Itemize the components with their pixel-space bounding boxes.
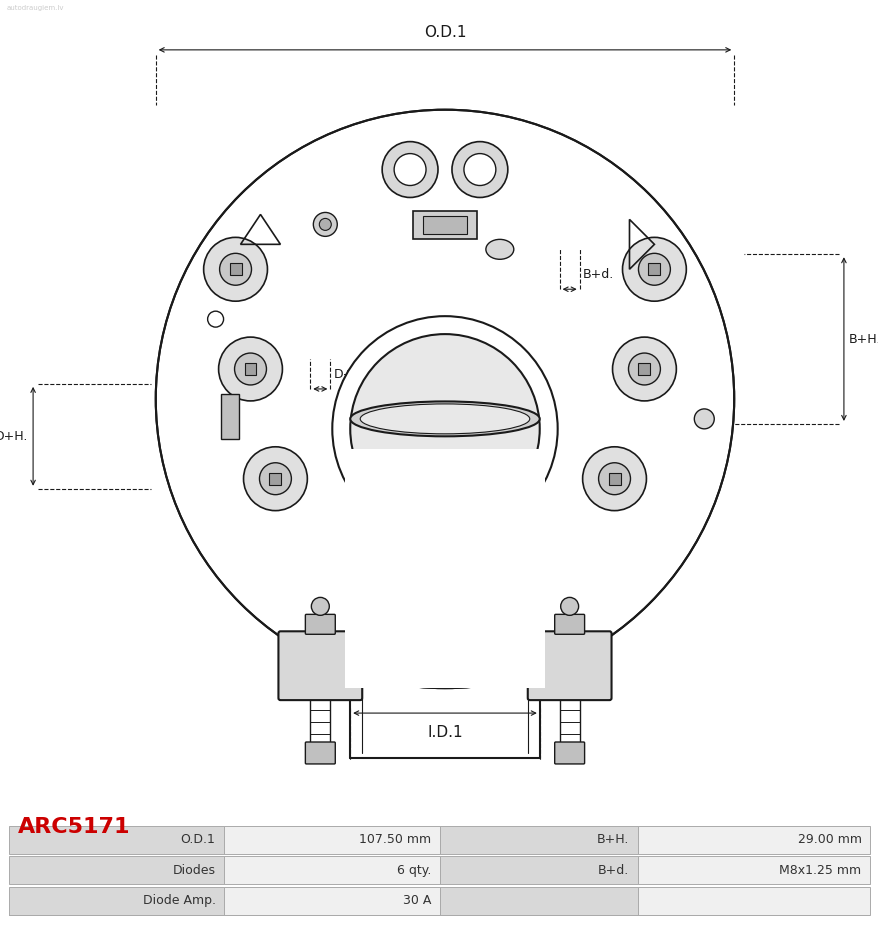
Bar xyxy=(229,263,241,275)
Circle shape xyxy=(560,598,578,616)
Circle shape xyxy=(598,462,630,494)
Circle shape xyxy=(243,446,307,510)
FancyBboxPatch shape xyxy=(554,615,584,634)
Text: B+d.: B+d. xyxy=(582,268,613,281)
Text: 30 A: 30 A xyxy=(402,894,430,907)
Bar xyxy=(220,394,238,439)
Bar xyxy=(9,825,224,854)
Bar xyxy=(422,216,466,234)
Bar xyxy=(637,825,869,854)
Circle shape xyxy=(451,142,507,197)
Circle shape xyxy=(694,409,714,429)
Circle shape xyxy=(612,337,675,401)
Bar xyxy=(637,363,650,375)
FancyBboxPatch shape xyxy=(278,632,362,700)
Text: O.D.1: O.D.1 xyxy=(423,24,465,39)
Text: B+H.: B+H. xyxy=(596,833,629,846)
Bar xyxy=(224,856,439,885)
Ellipse shape xyxy=(349,401,539,436)
Circle shape xyxy=(219,337,282,401)
Circle shape xyxy=(155,110,733,688)
Bar xyxy=(224,886,439,915)
Bar xyxy=(439,825,637,854)
Circle shape xyxy=(319,218,331,230)
Text: O.D.1: O.D.1 xyxy=(181,833,215,846)
Bar xyxy=(9,856,224,885)
Text: D+d.: D+d. xyxy=(333,368,365,381)
FancyBboxPatch shape xyxy=(527,632,611,700)
Text: Diodes: Diodes xyxy=(172,864,215,877)
Text: autodraugiem.lv: autodraugiem.lv xyxy=(6,5,63,11)
Circle shape xyxy=(313,212,337,236)
Circle shape xyxy=(637,253,670,285)
Bar xyxy=(608,473,620,485)
Text: 107.50 mm: 107.50 mm xyxy=(358,833,430,846)
PathPatch shape xyxy=(345,448,544,688)
Bar xyxy=(648,263,659,275)
Bar xyxy=(9,886,224,915)
Text: 29.00 mm: 29.00 mm xyxy=(796,833,860,846)
Circle shape xyxy=(234,353,266,385)
FancyBboxPatch shape xyxy=(305,615,335,634)
Bar xyxy=(270,473,281,485)
Bar xyxy=(439,856,637,885)
Bar xyxy=(439,886,637,915)
Circle shape xyxy=(393,153,426,185)
Circle shape xyxy=(628,353,659,385)
Circle shape xyxy=(259,462,291,494)
Ellipse shape xyxy=(486,240,514,259)
Bar xyxy=(224,825,439,854)
Text: 6 qty.: 6 qty. xyxy=(396,864,430,877)
Ellipse shape xyxy=(360,404,529,434)
Circle shape xyxy=(204,238,267,301)
Bar xyxy=(244,363,256,375)
Circle shape xyxy=(382,142,437,197)
FancyBboxPatch shape xyxy=(554,742,584,764)
Circle shape xyxy=(220,253,251,285)
Text: B+d.: B+d. xyxy=(597,864,629,877)
Bar xyxy=(637,886,869,915)
Bar xyxy=(413,212,477,240)
Circle shape xyxy=(464,153,495,185)
Circle shape xyxy=(311,598,329,616)
Text: M8x1.25 mm: M8x1.25 mm xyxy=(779,864,860,877)
Circle shape xyxy=(332,316,557,541)
Text: ARC5171: ARC5171 xyxy=(18,817,130,837)
Text: Diode Amp.: Diode Amp. xyxy=(142,894,215,907)
Text: B+H.: B+H. xyxy=(848,333,878,346)
Circle shape xyxy=(349,334,539,524)
Circle shape xyxy=(582,446,645,510)
Text: D+H.: D+H. xyxy=(0,430,28,443)
FancyBboxPatch shape xyxy=(305,742,335,764)
Circle shape xyxy=(622,238,686,301)
Bar xyxy=(637,856,869,885)
Text: I.D.1: I.D.1 xyxy=(427,725,463,740)
